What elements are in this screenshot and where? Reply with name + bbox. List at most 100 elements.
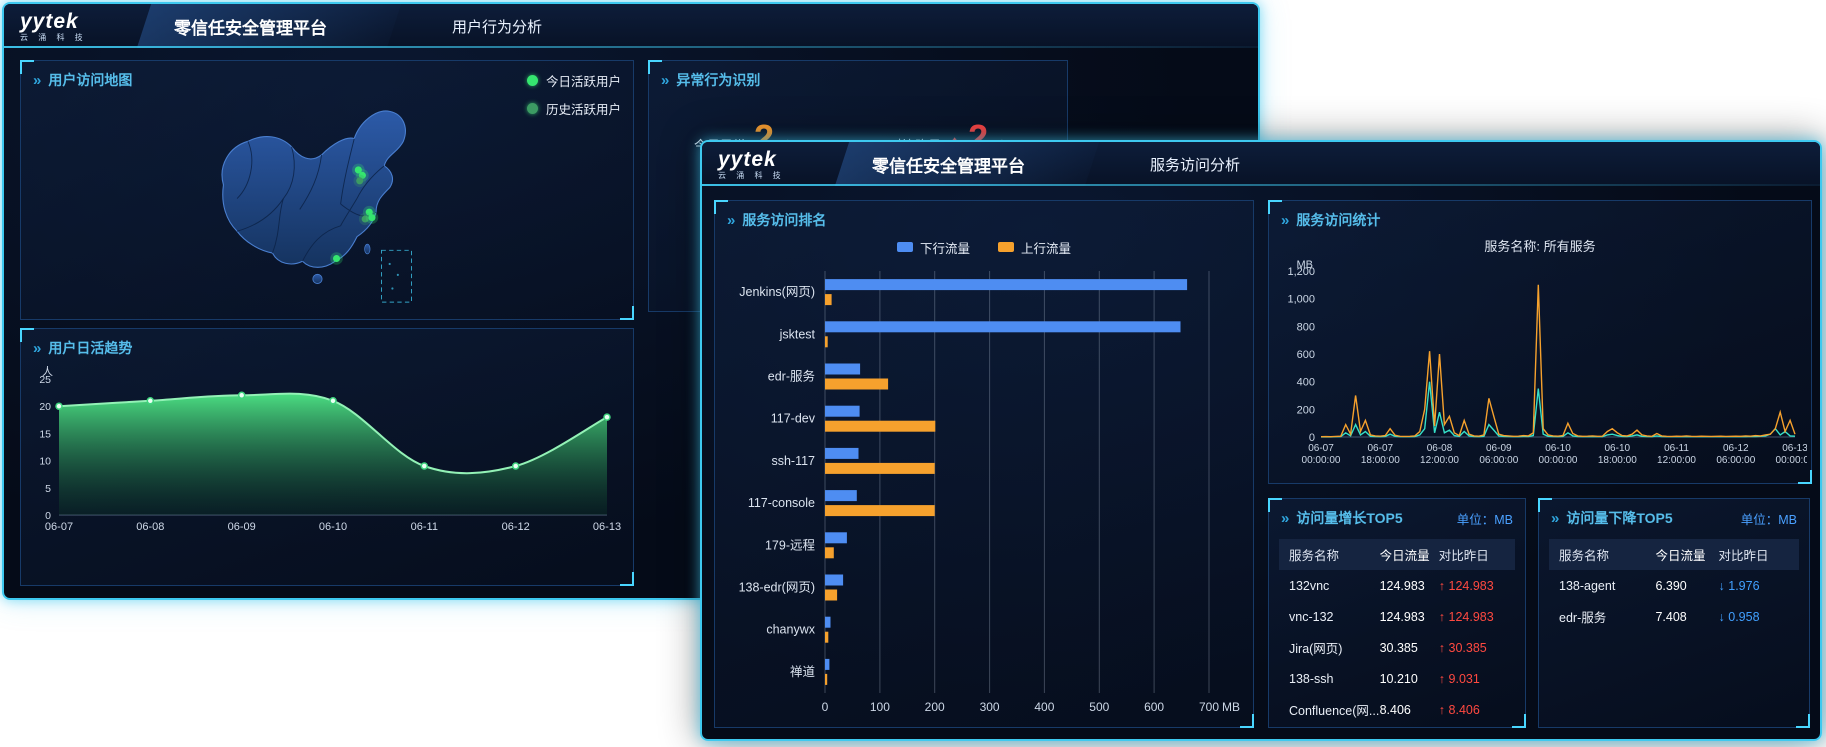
legend-dot-icon (526, 75, 538, 86)
south-china-sea-inset (381, 249, 412, 303)
delta-cell: ↓ 0.958 (1718, 609, 1760, 624)
chevron-icon: » (33, 71, 42, 89)
svg-text:117-console: 117-console (748, 496, 815, 510)
svg-text:12:00:00: 12:00:00 (1420, 455, 1459, 466)
svg-text:jsktest: jsktest (779, 327, 816, 341)
svg-text:18:00:00: 18:00:00 (1598, 455, 1637, 466)
service-stats-chart: MB 0 200 400 600 800 1,000 1,200 06-07 00:00:00 06… (1275, 259, 1814, 479)
delta-cell: ↑ 30.385 (1438, 640, 1487, 655)
decline-panel-title-text: 访问量下降TOP5 (1566, 510, 1673, 526)
anomaly-panel-title: » 异常行为识别 (649, 61, 1067, 94)
svg-text:800: 800 (1297, 321, 1315, 333)
delta-cell: ↓ 1.976 (1718, 578, 1760, 593)
chevron-icon: » (661, 71, 670, 89)
decline-panel-title: » 访问量下降TOP5 单位：MB (1539, 499, 1809, 532)
chevron-icon: » (727, 211, 736, 229)
svg-text:06-13: 06-13 (593, 521, 621, 533)
map-dot (332, 254, 341, 263)
svg-text:06-11: 06-11 (411, 521, 438, 533)
svg-text:15: 15 (39, 428, 51, 440)
svg-text:06:00:00: 06:00:00 (1716, 455, 1755, 466)
table-row: 138-ssh 10.210 ↑ 9.031 (1279, 663, 1515, 694)
growth-panel-title-text: 访问量增长TOP5 (1296, 510, 1403, 526)
brand-name: yytek (20, 9, 79, 33)
brand-subtitle: 云 涌 科 技 (20, 32, 87, 42)
legend-label: 历史活跃用户 (545, 103, 621, 117)
svg-text:06-09: 06-09 (228, 521, 256, 533)
svg-text:chanywx: chanywx (766, 623, 815, 637)
map-dot (358, 171, 366, 179)
legend-dot-icon (526, 103, 538, 114)
col-service-name: 服务名称 (1559, 549, 1610, 563)
legend-item-downlink[interactable]: 下行流量 (896, 238, 970, 257)
service-stats-panel: » 服务访问统计 服务名称: 所有服务 MB 0 200 400 600 800 1,000… (1268, 200, 1815, 484)
service-name-cell: 138-ssh (1289, 671, 1334, 686)
brand-logo: yytek 云 涌 科 技 (702, 149, 856, 180)
tab-user-behavior[interactable]: 用户行为分析 (452, 18, 543, 36)
svg-text:06-10: 06-10 (319, 521, 347, 533)
tab-service-access[interactable]: 服务访问分析 (1150, 156, 1241, 174)
svg-text:400: 400 (1034, 700, 1054, 714)
daily-active-trend-panel: » 用户日活趋势 人 0 5 10 15 20 25 06-07 06-08 06-09 06-10… (20, 328, 634, 586)
svg-text:06-07: 06-07 (45, 521, 73, 533)
taiwan-island (364, 243, 371, 255)
delta-cell: ↑ 8.406 (1438, 702, 1480, 717)
svg-text:12:00:00: 12:00:00 (1657, 455, 1696, 466)
svg-text:700: 700 (1199, 700, 1219, 714)
daily-active-chart: 人 0 5 10 15 20 25 06-07 06-08 06-09 06-10 06-11 06-1… (29, 365, 625, 581)
legend-item-today-active[interactable]: 今日活跃用户 (526, 71, 621, 90)
trend-panel-title-text: 用户日活趋势 (48, 340, 133, 356)
delta-cell: ↑ 9.031 (1438, 671, 1480, 686)
svg-text:人: 人 (42, 365, 53, 378)
legend-item-history-active[interactable]: 历史活跃用户 (526, 99, 621, 118)
traffic-growth-top5-panel: » 访问量增长TOP5 单位：MB 服务名称 今日流量 对比昨日 132vnc 124.… (1268, 498, 1526, 728)
map-dot (365, 208, 373, 216)
svg-text:1,200: 1,200 (1287, 266, 1315, 278)
chevron-icon: » (1281, 509, 1290, 527)
svg-text:500: 500 (1089, 700, 1109, 714)
table-row: 138-agent 6.390 ↓ 1.976 (1549, 570, 1799, 601)
stats-panel-title-text: 服务访问统计 (1296, 212, 1381, 228)
legend-item-uplink[interactable]: 上行流量 (998, 238, 1071, 257)
brand-subtitle: 云 涌 科 技 (718, 170, 785, 180)
svg-text:MB: MB (1222, 700, 1240, 714)
svg-text:00:00:00: 00:00:00 (1776, 455, 1807, 466)
province-borders (236, 138, 385, 262)
chevron-icon: » (1281, 211, 1290, 229)
service-rank-chart: 0 100 200 300 400 500 600 700 MB Jenkins(网页) jskte… (725, 267, 1247, 723)
col-today-traffic: 今日流量 (1379, 549, 1430, 563)
svg-text:117-dev: 117-dev (771, 412, 816, 426)
svg-text:20: 20 (39, 401, 51, 413)
unit-label: 单位：MB (1740, 512, 1797, 527)
service-name-cell: 132vnc (1289, 578, 1330, 593)
svg-text:300: 300 (980, 700, 1000, 714)
growth-table: 服务名称 今日流量 对比昨日 132vnc 124.983 ↑ 124.983 vnc-13… (1279, 539, 1515, 719)
delta-cell: ↑ 124.983 (1438, 609, 1494, 624)
service-rank-panel: » 服务访问排名 下行流量 上行流量 0 100 200 300 400 500 600 70… (714, 200, 1254, 728)
legend-label: 下行流量 (919, 241, 970, 256)
col-vs-yesterday: 对比昨日 (1438, 549, 1489, 563)
map-dot (356, 177, 364, 185)
svg-text:06-12: 06-12 (1723, 443, 1749, 454)
svg-text:06-11: 06-11 (1664, 443, 1689, 454)
legend-swatch-icon (896, 242, 913, 252)
user-access-map-panel: » 用户访问地图 今日活跃用户 历史活跃用户 (20, 60, 634, 320)
china-map (29, 95, 625, 313)
svg-text:06-10: 06-10 (1545, 443, 1571, 454)
service-name-cell: 138-agent (1559, 578, 1616, 593)
today-traffic-cell: 6.390 (1655, 578, 1687, 593)
col-vs-yesterday: 对比昨日 (1718, 549, 1769, 563)
service-name-cell: edr-服务 (1559, 611, 1607, 625)
svg-text:18:00:00: 18:00:00 (1361, 455, 1400, 466)
delta-cell: ↑ 124.983 (1438, 578, 1494, 593)
today-traffic-cell: 124.983 (1379, 609, 1425, 624)
svg-text:179-远程: 179-远程 (765, 537, 816, 552)
svg-text:1,000: 1,000 (1287, 294, 1315, 306)
platform-title: 零信任安全管理平台 (174, 18, 327, 38)
svg-text:600: 600 (1144, 700, 1164, 714)
today-traffic-cell: 124.983 (1379, 578, 1425, 593)
growth-panel-title: » 访问量增长TOP5 单位：MB (1269, 499, 1525, 532)
rank-panel-title-text: 服务访问排名 (742, 212, 827, 228)
today-traffic-cell: 10.210 (1379, 671, 1418, 686)
table-row: Confluence(网... 8.406 ↑ 8.406 (1279, 694, 1515, 719)
